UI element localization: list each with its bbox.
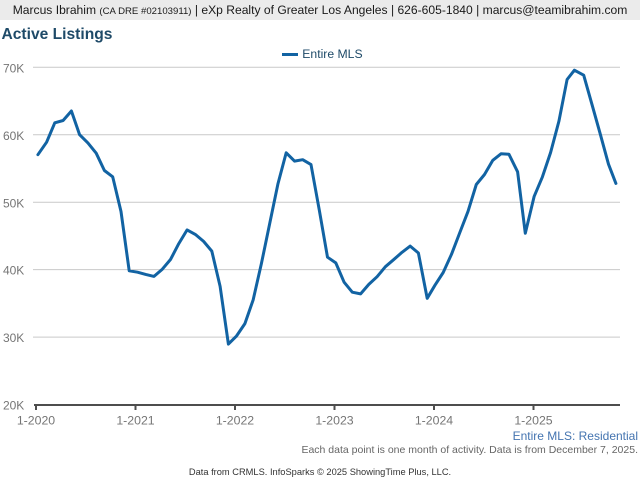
- svg-text:70K: 70K: [3, 61, 24, 75]
- svg-text:20K: 20K: [3, 399, 24, 413]
- svg-text:1-2021: 1-2021: [116, 414, 154, 428]
- svg-text:30K: 30K: [3, 331, 24, 345]
- svg-text:1-2025: 1-2025: [514, 414, 552, 428]
- svg-text:1-2023: 1-2023: [315, 414, 353, 428]
- svg-text:40K: 40K: [3, 264, 24, 278]
- svg-text:1-2024: 1-2024: [415, 414, 453, 428]
- svg-text:1-2020: 1-2020: [17, 414, 55, 428]
- svg-text:50K: 50K: [3, 196, 24, 210]
- svg-text:60K: 60K: [3, 129, 24, 143]
- svg-text:1-2022: 1-2022: [216, 414, 254, 428]
